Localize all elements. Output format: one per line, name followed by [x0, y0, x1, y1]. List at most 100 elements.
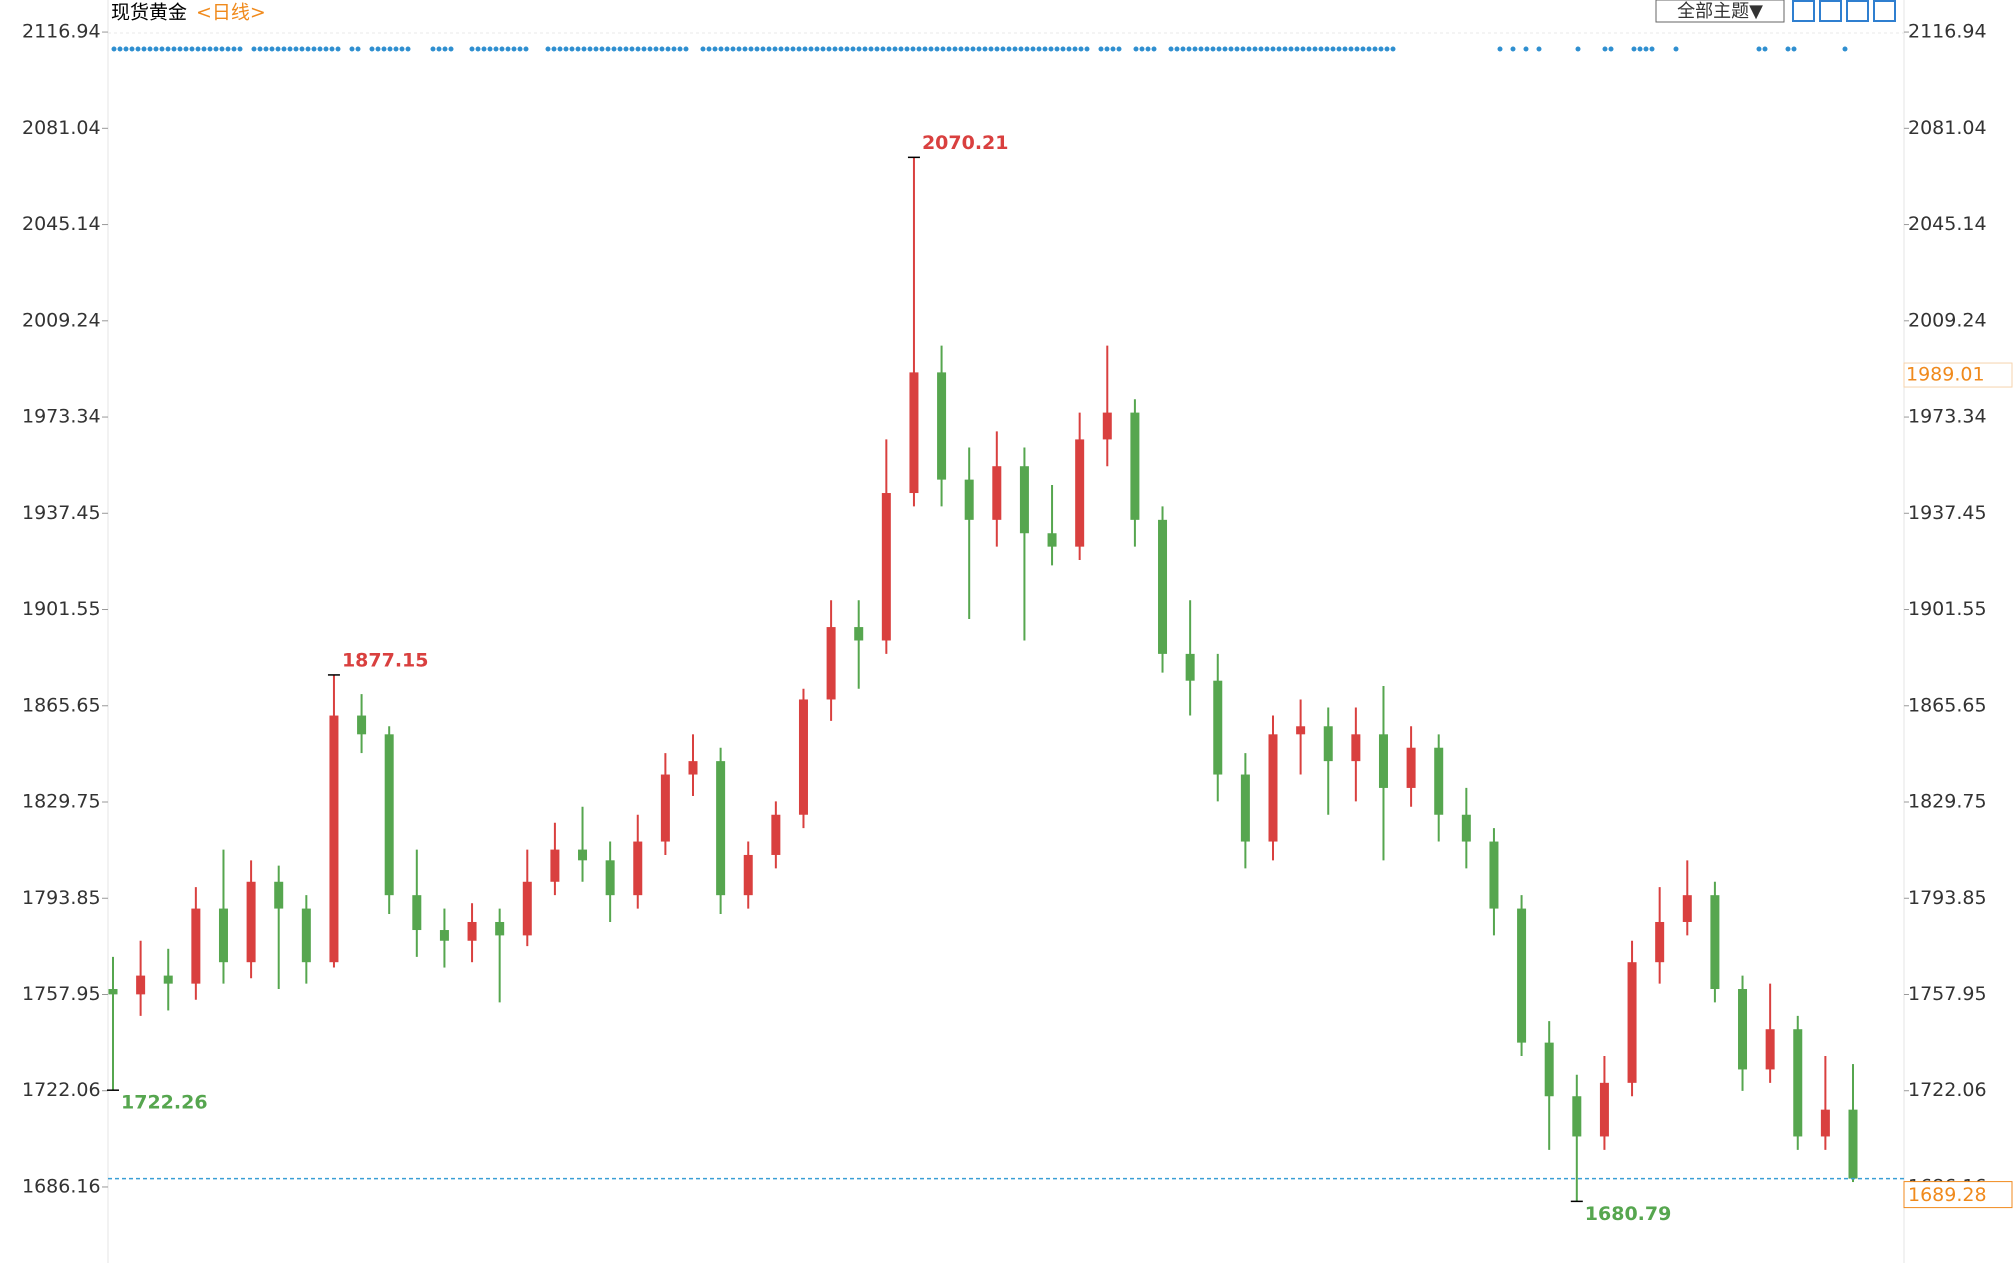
candle-body — [1655, 921, 1665, 963]
y-tick-label: 1757.95 — [22, 983, 101, 1005]
candle-body — [163, 975, 173, 984]
candle-body — [1599, 1082, 1609, 1137]
y-tick-label: 2116.94 — [22, 21, 101, 43]
candle-body — [550, 849, 560, 882]
candle-body — [1185, 653, 1195, 681]
theme-button[interactable] — [1655, 0, 1785, 23]
candle-body — [1765, 1029, 1775, 1070]
y-tick-label: 1722.06 — [22, 1079, 101, 1101]
candle-body — [1047, 533, 1057, 547]
candle-body — [1682, 895, 1692, 922]
candle-body — [1378, 734, 1388, 788]
candle-body — [937, 372, 947, 480]
candle-body — [660, 774, 670, 842]
y-tick-label: 1829.75 — [22, 791, 101, 813]
y2-tick-label: 1757.95 — [1908, 983, 1987, 1005]
y2-tick-label: 1865.65 — [1908, 694, 1987, 716]
extreme-label: 1680.79 — [1585, 1203, 1672, 1225]
candle-body — [1268, 734, 1278, 842]
candle-body — [633, 841, 643, 896]
candle-body — [412, 895, 422, 931]
y-tick-label: 1865.65 — [22, 694, 101, 716]
candle-body — [1019, 466, 1029, 534]
last-price-box — [1903, 1181, 2013, 1209]
last-price-label: 1689.28 — [1908, 1184, 1987, 1206]
y2-tick-label: 2045.14 — [1908, 213, 1987, 235]
y-tick-label: 2081.04 — [22, 117, 101, 139]
candle-body — [1213, 680, 1223, 775]
tool-icon[interactable] — [1792, 0, 1815, 22]
candle-body — [1738, 989, 1748, 1070]
candle-body — [467, 921, 477, 941]
y2-tick-label: 2009.24 — [1908, 309, 1987, 331]
marker-price-box — [1903, 362, 2013, 388]
candle-body — [743, 854, 753, 896]
candle-body — [771, 814, 781, 855]
candle-body — [274, 881, 284, 909]
candle-body — [301, 908, 311, 963]
y2-tick-label: 2116.94 — [1908, 21, 1987, 43]
candle-body — [1406, 747, 1416, 788]
candle-body — [1544, 1042, 1554, 1097]
candle-body — [1434, 747, 1444, 815]
candle-body — [329, 715, 339, 963]
y-tick-label: 1937.45 — [22, 502, 101, 524]
candle-body — [909, 372, 919, 494]
candle-body — [246, 881, 256, 963]
candle-body — [1102, 412, 1112, 440]
candle-body — [439, 930, 449, 941]
candle-body — [1848, 1109, 1858, 1179]
tool-icon[interactable] — [1819, 0, 1842, 22]
y2-tick-label: 1937.45 — [1908, 502, 1987, 524]
extreme-label: 1722.26 — [121, 1092, 208, 1114]
candle-body — [1572, 1096, 1582, 1137]
y-tick-label: 1793.85 — [22, 887, 101, 909]
y2-tick-label: 2081.04 — [1908, 117, 1987, 139]
theme-button-label[interactable]: 全部主题▼ — [1677, 1, 1763, 22]
candle-body — [964, 479, 974, 520]
tool-icon[interactable] — [1846, 0, 1869, 22]
candle-body — [1489, 841, 1499, 909]
candle-body — [1627, 962, 1637, 1083]
candle-body — [136, 975, 146, 995]
candle-body — [1461, 814, 1471, 842]
candle-body — [1517, 908, 1527, 1043]
chart-subtitle: <日线> — [196, 2, 266, 24]
candle-body — [1820, 1109, 1830, 1137]
candle-body — [1240, 774, 1250, 842]
candle-body — [522, 881, 532, 936]
y2-tick-label: 1973.34 — [1908, 406, 1987, 428]
candle-body — [688, 761, 698, 775]
candle-body — [1323, 726, 1333, 762]
y2-tick-label: 1901.55 — [1908, 598, 1987, 620]
chart-title: 现货黄金 — [111, 2, 187, 24]
y-tick-label: 2009.24 — [22, 309, 101, 331]
y2-tick-label: 1829.75 — [1908, 791, 1987, 813]
tool-icon[interactable] — [1873, 0, 1896, 22]
candle-body — [218, 908, 228, 963]
candle-body — [1075, 439, 1085, 547]
toolbar-icons[interactable] — [1792, 0, 1896, 22]
candle-body — [826, 627, 836, 700]
candle-body — [578, 849, 588, 861]
candle-body — [1130, 412, 1140, 520]
candle-body — [992, 466, 1002, 520]
marker-price-label: 1989.01 — [1906, 364, 1985, 386]
candle-body — [1710, 895, 1720, 990]
y2-tick-label: 1722.06 — [1908, 1079, 1987, 1101]
candle-body — [384, 734, 394, 896]
y-tick-label: 1901.55 — [22, 598, 101, 620]
candle-body — [854, 627, 864, 641]
y-tick-label: 1973.34 — [22, 406, 101, 428]
candle-body — [495, 921, 505, 936]
candle-body — [191, 908, 201, 984]
candle-body — [716, 761, 726, 896]
extreme-label: 2070.21 — [922, 132, 1009, 154]
candle-body — [798, 699, 808, 815]
candle-body — [1793, 1029, 1803, 1137]
candle-body — [605, 860, 615, 896]
candle-body — [357, 715, 367, 735]
candle-body — [1296, 726, 1306, 735]
candle-body — [1351, 734, 1361, 762]
